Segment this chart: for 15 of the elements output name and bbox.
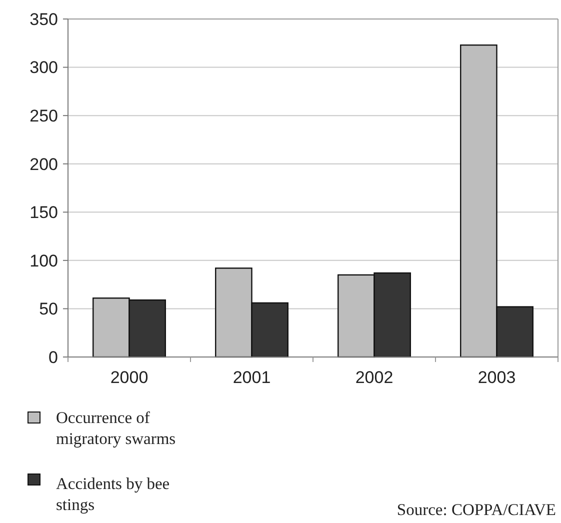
source-note: Source: COPPA/CIAVE [396,500,556,519]
x-tick-label: 2002 [355,368,394,387]
x-tick-label: 2003 [478,368,516,387]
legend-label: Occurrence of migratory swarms [56,408,176,448]
y-tick-label: 300 [30,58,58,78]
legend-label: Accidents by bee stings [56,474,170,514]
y-tick-label: 350 [30,10,58,29]
x-tick-label: 2000 [110,368,148,387]
y-tick-label: 250 [30,106,58,126]
y-tick-label: 50 [39,300,58,319]
y-tick-label: 0 [48,348,58,367]
y-tick-label: 100 [30,251,58,270]
x-tick-label: 2001 [232,368,271,387]
y-tick-label: 150 [30,203,58,222]
y-tick-label: 200 [30,154,58,174]
